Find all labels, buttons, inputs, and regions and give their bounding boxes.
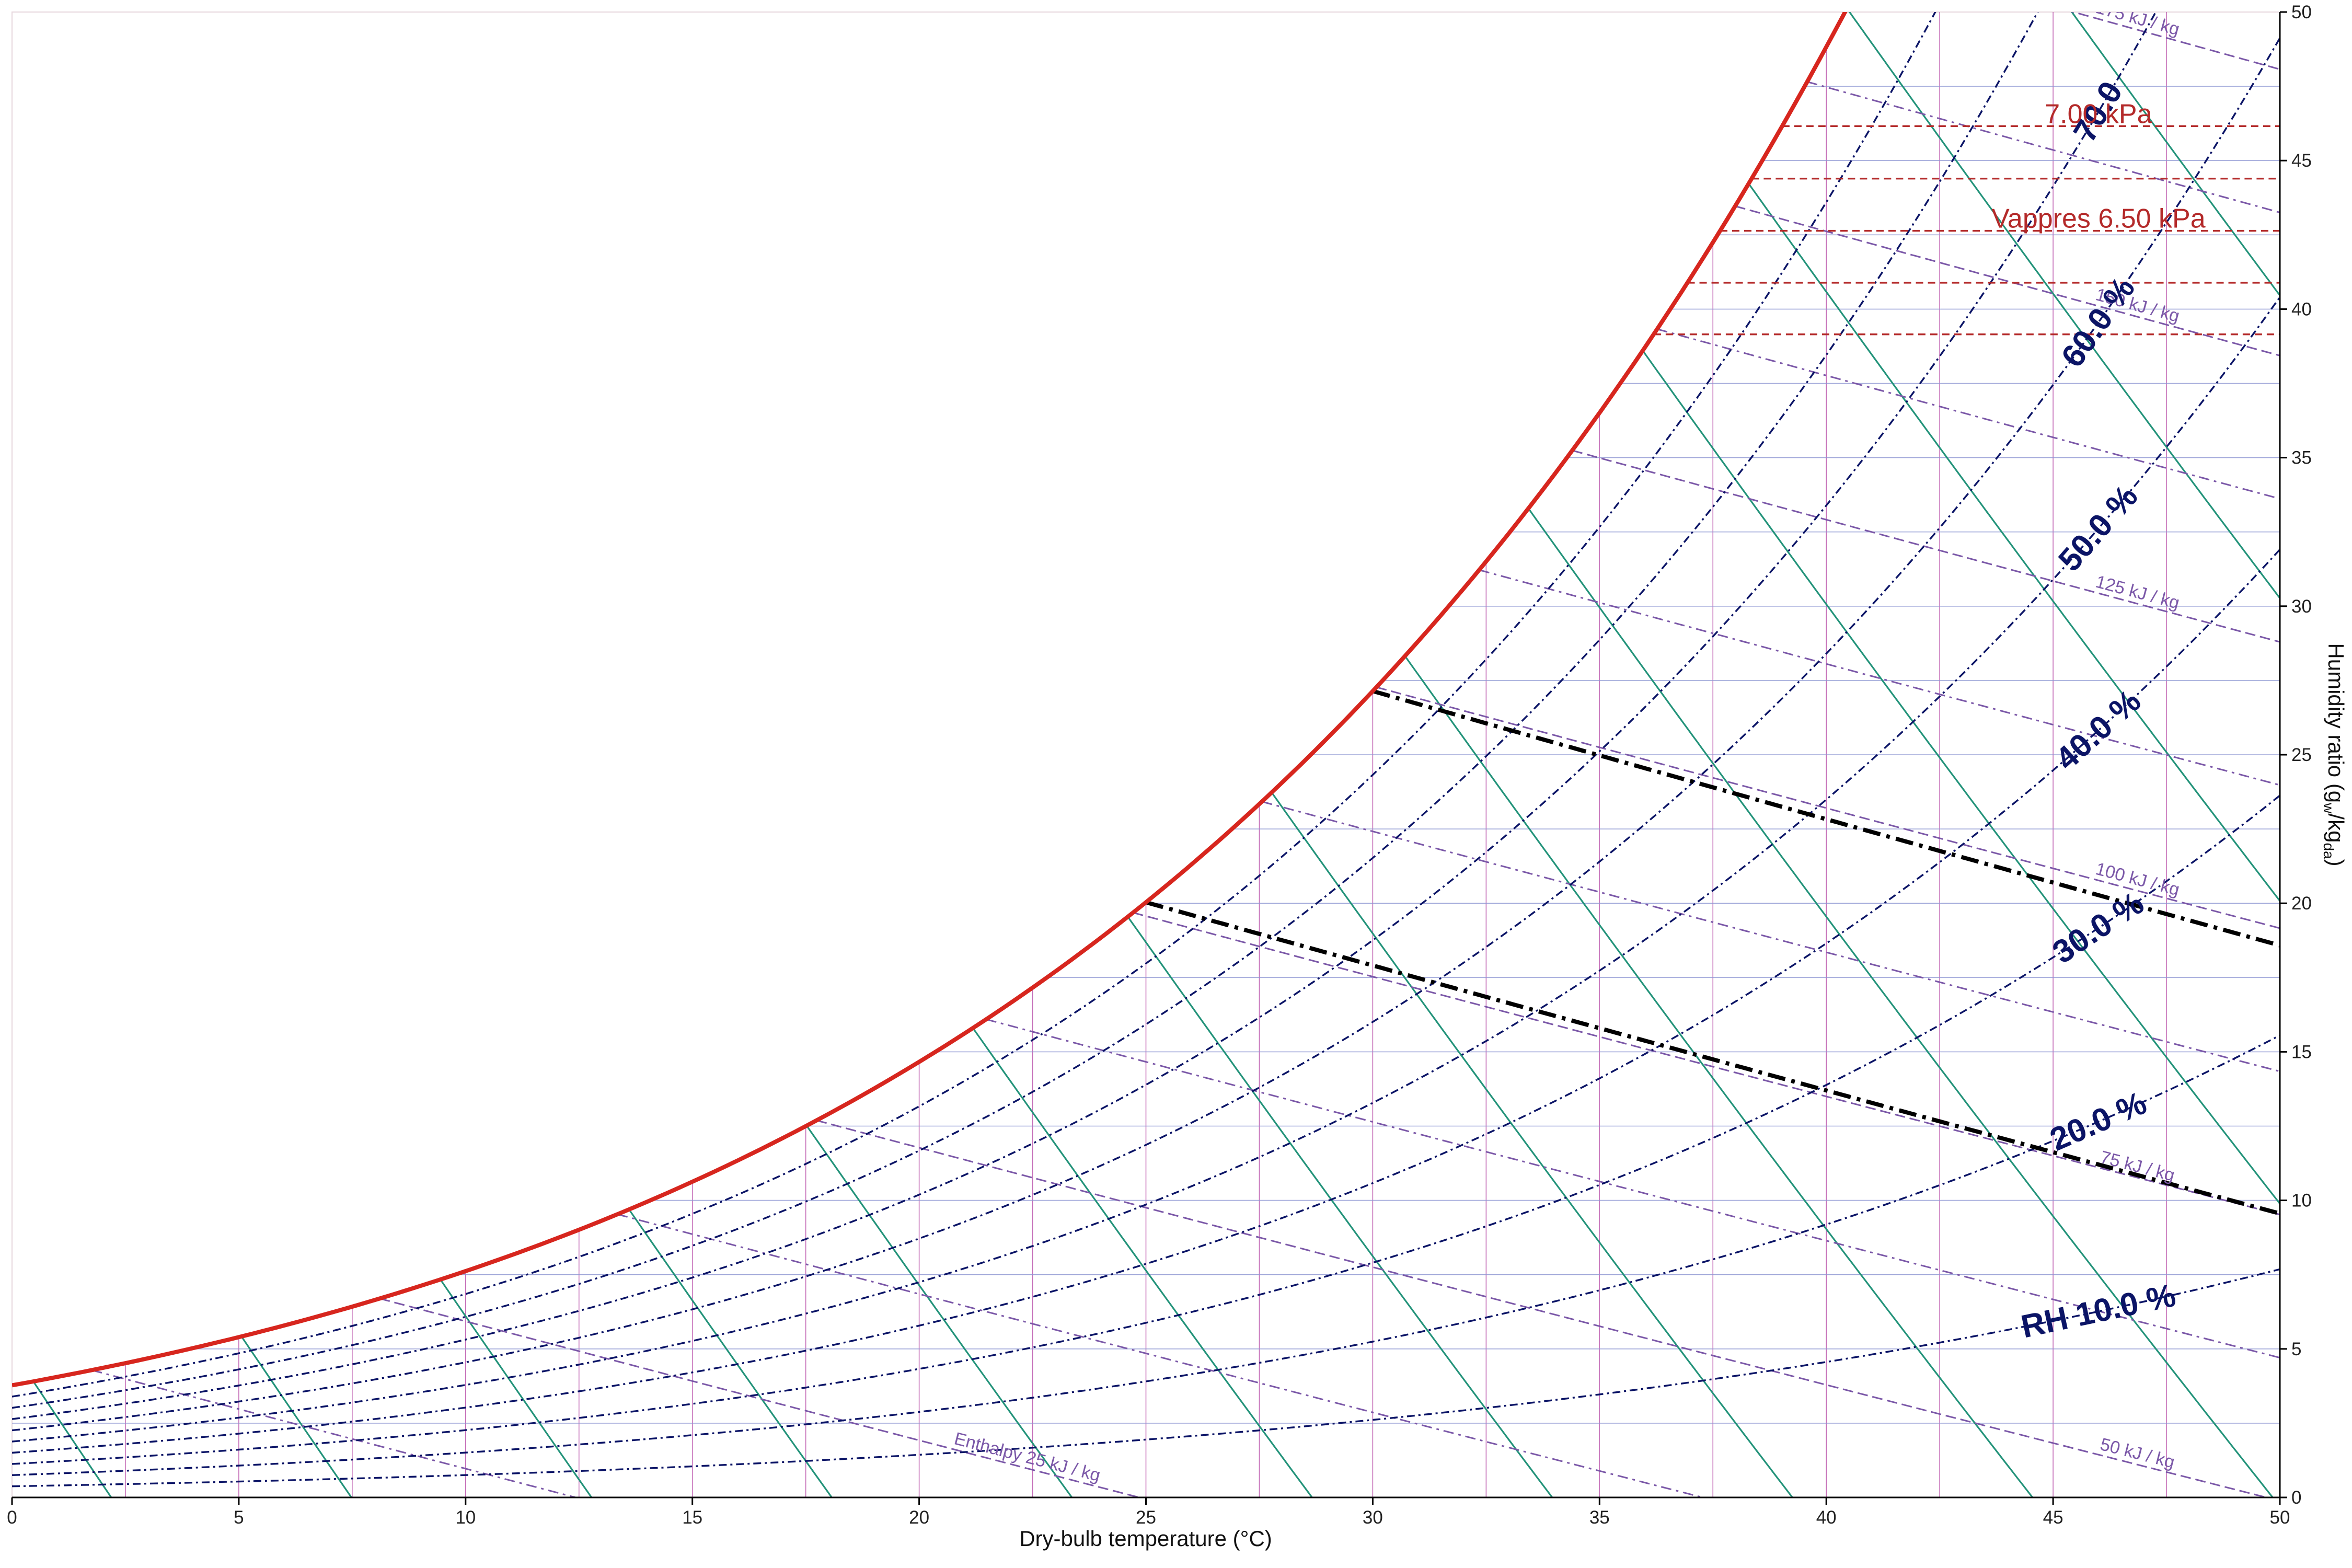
enthalpy-line [1376,686,2280,929]
x-tick-label: 15 [682,1507,702,1528]
volume-line [805,1125,1073,1497]
rh-line [12,38,2280,1432]
enthalpy-line [1572,449,2280,643]
wet-bulb-line [1372,689,2280,948]
y-tick-label: 10 [2291,1191,2312,1211]
x-tick-label: 40 [1816,1507,1837,1528]
y-tick-label: 25 [2291,745,2312,765]
x-tick-label: 25 [1136,1507,1156,1528]
enthalpy-line [1133,912,2280,1216]
y-tick-label: 5 [2291,1339,2301,1359]
volume-line [972,1027,1313,1497]
rh-line [12,1034,2280,1476]
y-tick-label: 15 [2291,1042,2312,1062]
saturation-curve [12,12,1848,1388]
y-title-sub: w [2321,802,2337,814]
x-tick-label: 0 [7,1507,17,1528]
rh-line [12,12,2157,1420]
y-tick-label: 20 [2291,893,2312,914]
enthalpy-line [617,1213,1706,1497]
x-tick-label: 50 [2270,1507,2290,1528]
y-title-sub: da [2321,843,2337,859]
enthalpy-line [1657,328,2280,500]
enthalpy-line [1807,81,2280,213]
rh-line [12,12,2039,1409]
y-title-part: ) [2324,859,2348,867]
vapor-pressure-label: 7.00 kPa [2045,99,2152,129]
y-tick-label: 50 [2291,2,2312,22]
enthalpy-line [986,1018,2280,1359]
x-tick-label: 10 [455,1507,476,1528]
volume-line [1271,792,1794,1497]
y-tick-label: 45 [2291,151,2312,171]
x-tick-label: 20 [909,1507,929,1528]
enthalpy-line [1735,205,2280,356]
volume-line [1748,183,2280,902]
rh-line [12,549,2280,1454]
volume-line [1848,12,2280,599]
y-title-part: Humidity ratio (g [2324,643,2348,803]
enthalpy-line [1261,801,2280,1073]
wet-bulb-line [1145,900,2280,1216]
vapor-pressure-label: Vappres 6.50 kPa [1991,204,2206,234]
x-axis-title: Dry-bulb temperature (°C) [1019,1526,1272,1551]
volume-line [1527,508,2274,1497]
x-tick-label: 35 [1589,1507,1610,1528]
y-tick-label: 35 [2291,448,2312,468]
enthalpy-line [91,1369,579,1497]
y-title-part: /kg [2324,813,2348,843]
x-tick-label: 5 [234,1507,244,1528]
enthalpy-line [1479,569,2280,786]
enthalpy-line [816,1120,2270,1497]
y-tick-label: 40 [2291,299,2312,319]
y-tick-label: 30 [2291,596,2312,617]
rh-line [12,794,2280,1465]
enthalpy-line [379,1297,1143,1497]
y-tick-label: 0 [2291,1488,2301,1508]
x-tick-label: 45 [2043,1507,2063,1528]
volume-line [2070,12,2280,296]
y-axis-title: Humidity ratio (gw/kgda) [2321,643,2348,866]
rh-line [12,12,1936,1398]
rh-line [12,296,2280,1443]
x-tick-label: 30 [1363,1507,1383,1528]
volume-line [1404,655,2034,1497]
volume-line [1127,916,1553,1497]
plot-area [12,12,2280,1497]
enthalpy-line [2070,12,2280,71]
